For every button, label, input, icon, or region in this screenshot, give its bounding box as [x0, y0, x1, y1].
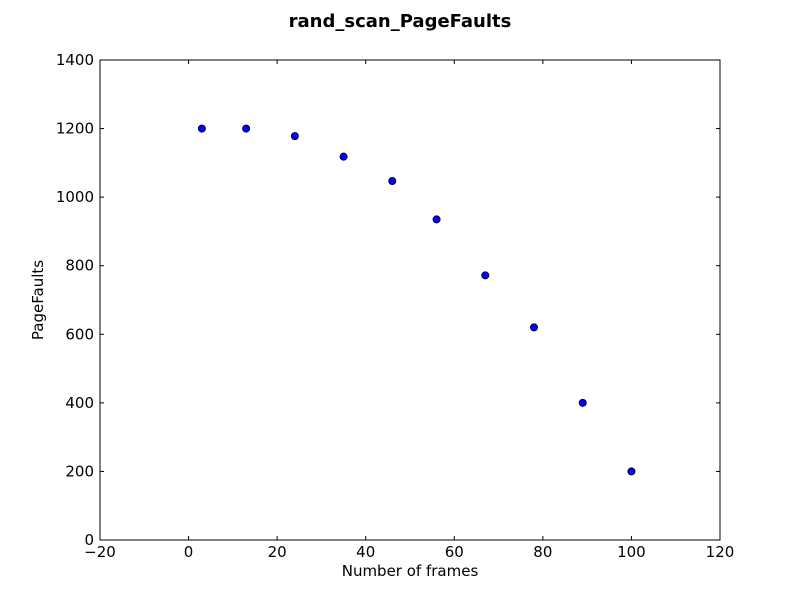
- x-tick-label: 100: [617, 543, 646, 561]
- y-tick-label: 200: [65, 462, 94, 480]
- data-point: [197, 124, 206, 133]
- data-points: [197, 124, 636, 476]
- y-tick-label: 1000: [56, 188, 94, 206]
- y-tick-label: 0: [84, 531, 94, 549]
- data-point: [290, 132, 299, 141]
- data-point: [242, 124, 251, 133]
- data-point: [481, 271, 490, 280]
- axis-ticks: −20 0 20 40 60 80 100 1200200400600800100012001…: [56, 51, 735, 561]
- data-point: [339, 152, 348, 161]
- x-tick-label: 40: [356, 543, 375, 561]
- y-tick-label: 800: [65, 257, 94, 275]
- y-tick-label: 400: [65, 394, 94, 412]
- x-tick-label: 20: [268, 543, 287, 561]
- x-tick-label: −20: [84, 543, 116, 561]
- plot-area-frame: [99, 59, 721, 541]
- x-axis-label: Number of frames: [342, 562, 479, 580]
- x-tick-label: 80: [533, 543, 552, 561]
- data-point: [530, 323, 539, 332]
- x-tick-label: 60: [445, 543, 464, 561]
- y-axis-label: PageFaults: [29, 260, 47, 340]
- x-tick-label: 120: [706, 543, 735, 561]
- data-point: [627, 467, 636, 476]
- data-point: [388, 177, 397, 186]
- data-point: [578, 398, 587, 407]
- data-point: [432, 215, 441, 224]
- y-tick-label: 1200: [56, 120, 94, 138]
- y-tick-label: 1400: [56, 51, 94, 69]
- chart-title: rand_scan_PageFaults: [289, 11, 512, 32]
- y-tick-label: 600: [65, 325, 94, 343]
- x-tick-label: 0: [184, 543, 194, 561]
